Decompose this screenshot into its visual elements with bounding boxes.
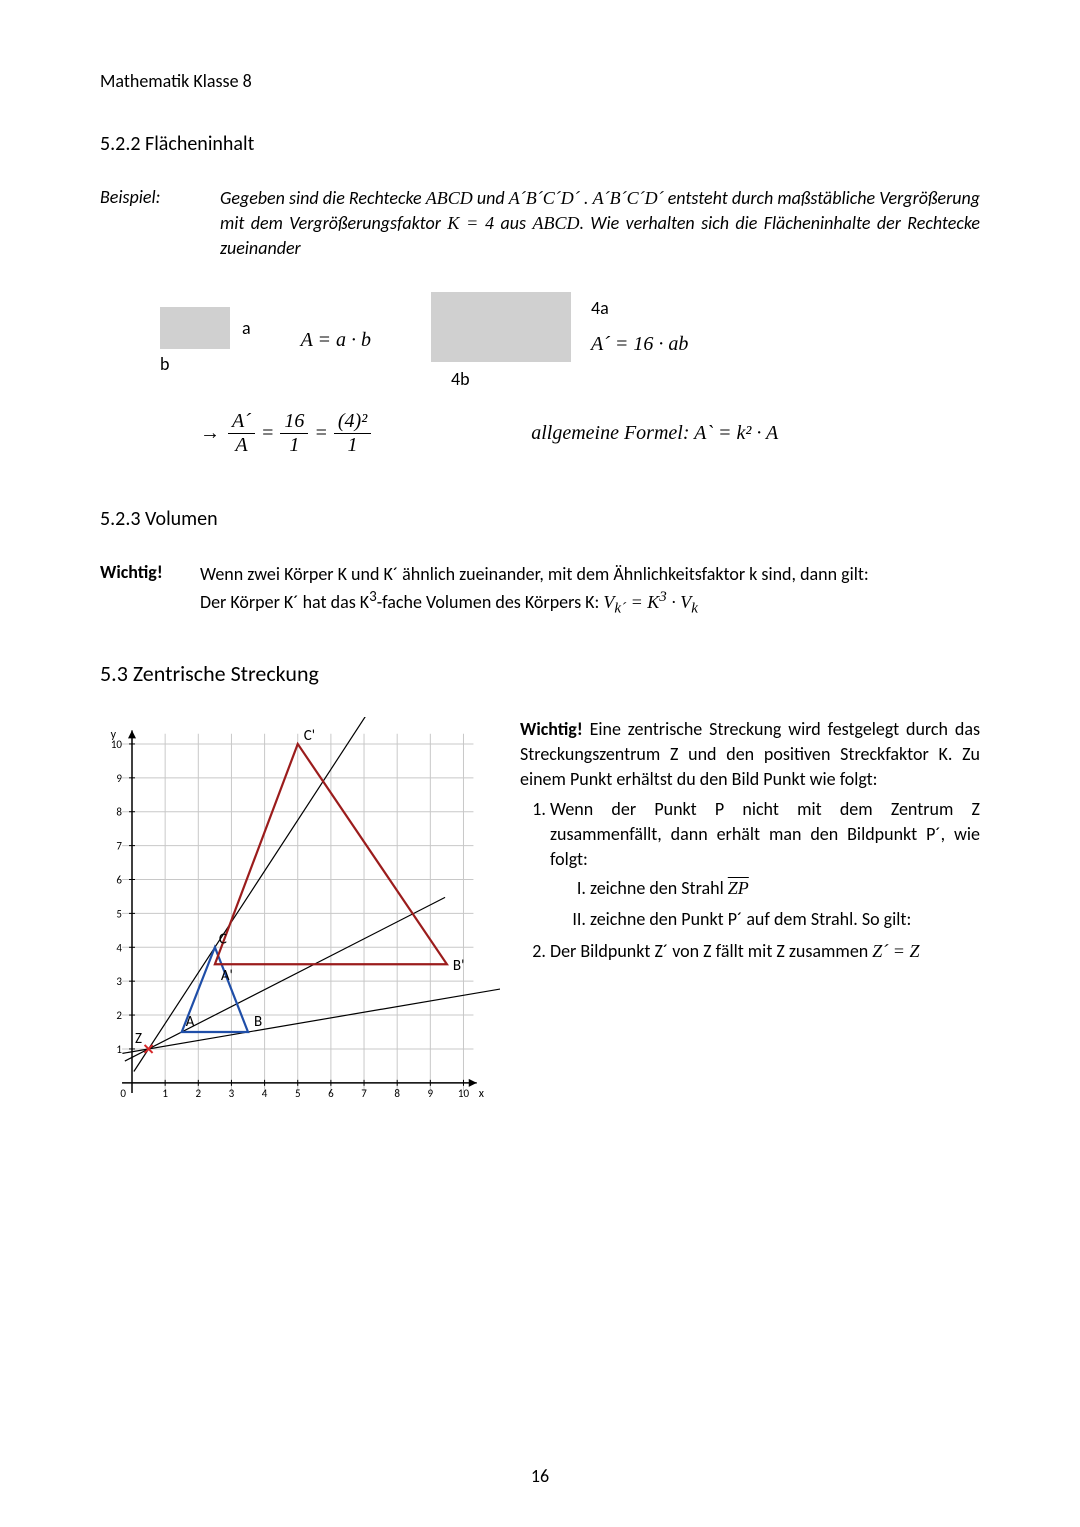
svg-text:10: 10	[458, 1087, 470, 1100]
svg-text:4: 4	[116, 941, 122, 954]
svg-text:B: B	[254, 1013, 262, 1031]
svg-text:7: 7	[116, 840, 122, 853]
label-a: a	[242, 317, 251, 339]
svg-text:6: 6	[328, 1087, 334, 1100]
beispiel-text: Gegeben sind die Rechtecke ABCD und A´B´…	[220, 186, 980, 262]
svg-text:3: 3	[116, 975, 122, 988]
substeps-list: zeichne den Strahl ZP zeichne den Punkt …	[550, 876, 980, 932]
svg-text:9: 9	[428, 1087, 434, 1100]
svg-text:1: 1	[116, 1043, 122, 1056]
svg-text:Z: Z	[135, 1030, 142, 1048]
dilation-chart: 1122334455667788991010xy0ZABCA'B'C'	[100, 717, 500, 1137]
general-formula: allgemeine Formel: A` = k² · A	[531, 422, 778, 445]
rectangles-row: a b A = a · b 4a A´ = 16 · ab 4b	[100, 292, 980, 390]
svg-text:C': C'	[304, 727, 315, 745]
large-rectangle	[431, 292, 571, 362]
label-4b: 4b	[451, 368, 470, 390]
svg-text:7: 7	[361, 1087, 367, 1100]
formula-A: A = a · b	[301, 329, 371, 352]
wichtig-523-text: Wenn zwei Körper K und K´ ähnlich zueina…	[200, 561, 869, 620]
svg-text:B': B'	[453, 957, 464, 975]
wichtig-inline: Wichtig!	[520, 718, 583, 740]
beispiel-block: Beispiel: Gegeben sind die Rechtecke ABC…	[100, 186, 980, 262]
svg-text:C: C	[219, 930, 227, 948]
svg-text:A: A	[186, 1013, 195, 1031]
formula-A2: A´ = 16 · ab	[591, 333, 688, 356]
svg-text:x: x	[479, 1087, 485, 1101]
section-53-title: 5.3 Zentrische Streckung	[100, 660, 980, 687]
text-column: Wichtig! Eine zentrische Streckung wird …	[520, 717, 980, 970]
svg-text:3: 3	[229, 1087, 235, 1100]
svg-text:1: 1	[162, 1087, 168, 1100]
svg-text:6: 6	[116, 874, 122, 887]
section-522-title: 5.2.2 Flächeninhalt	[100, 132, 980, 156]
label-b: b	[160, 353, 169, 375]
page-number: 16	[0, 1465, 1080, 1487]
svg-text:0: 0	[120, 1087, 126, 1100]
svg-text:A': A'	[221, 967, 233, 985]
section-523-title: 5.2.3 Volumen	[100, 507, 980, 531]
small-rectangle	[160, 307, 230, 349]
wichtig-label: Wichtig!	[100, 561, 200, 583]
label-4a: 4a	[591, 297, 688, 319]
wichtig-523: Wichtig! Wenn zwei Körper K und K´ ähnli…	[100, 561, 980, 620]
ratio-row: → A´ A = 16 1 = (4)² 1 allgemeine Formel…	[200, 410, 980, 457]
svg-text:5: 5	[295, 1087, 301, 1100]
svg-text:4: 4	[262, 1087, 268, 1100]
svg-text:y: y	[111, 728, 117, 742]
svg-text:2: 2	[116, 1009, 122, 1022]
svg-text:2: 2	[196, 1087, 202, 1100]
svg-text:8: 8	[116, 806, 122, 819]
svg-text:8: 8	[394, 1087, 400, 1100]
svg-text:5: 5	[116, 907, 122, 920]
section-53-columns: 1122334455667788991010xy0ZABCA'B'C' Wich…	[100, 717, 980, 1142]
steps-list: Wenn der Punkt P nicht mit dem Zentrum Z…	[520, 797, 980, 964]
beispiel-label: Beispiel:	[100, 186, 220, 208]
chart-column: 1122334455667788991010xy0ZABCA'B'C'	[100, 717, 500, 1142]
page-header: Mathematik Klasse 8	[100, 70, 980, 92]
svg-text:9: 9	[116, 772, 122, 785]
